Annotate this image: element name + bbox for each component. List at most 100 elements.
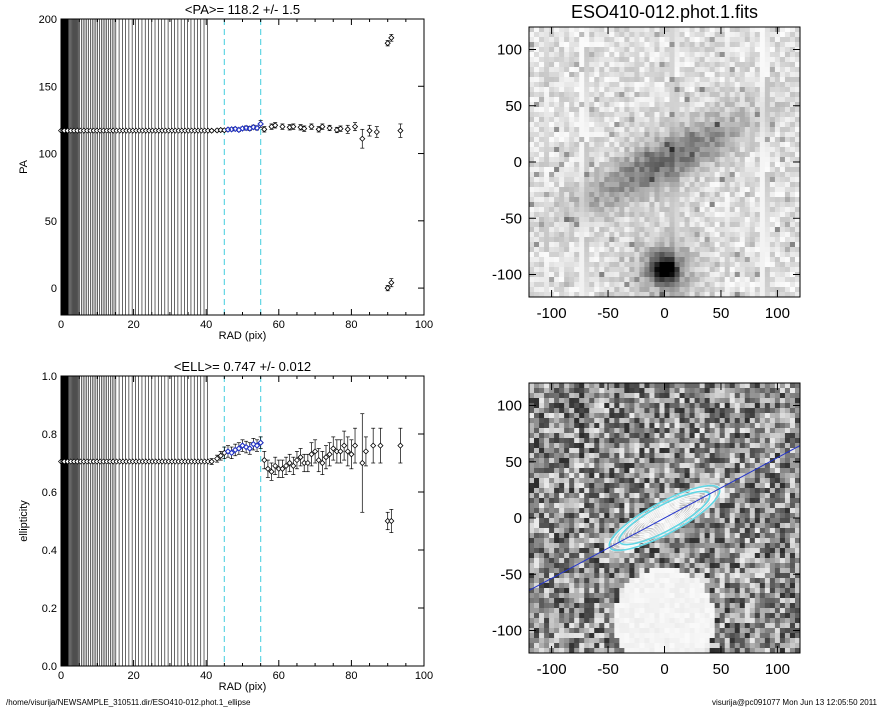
- pixel: [754, 52, 761, 58]
- pixel: [669, 388, 675, 394]
- pixel: [749, 252, 756, 258]
- pixel: [679, 102, 685, 108]
- pixel: [784, 483, 791, 489]
- galaxy-image: -100-100-50-50005050100100ESO410-012.pho…: [492, 2, 801, 322]
- pixel: [664, 237, 670, 243]
- pixel: [589, 418, 595, 424]
- pixel: [729, 498, 736, 504]
- pixel: [754, 37, 761, 43]
- pixel: [649, 393, 655, 399]
- pixel: [774, 137, 781, 143]
- pixel: [554, 147, 560, 153]
- pixel: [684, 77, 690, 83]
- pixel: [574, 498, 580, 504]
- pixel: [784, 177, 791, 183]
- pixel: [669, 62, 675, 68]
- pixel: [754, 147, 761, 153]
- pixel: [669, 448, 675, 454]
- pixel: [729, 207, 736, 213]
- pixel: [549, 398, 555, 404]
- pixel: [709, 262, 716, 268]
- pixel: [559, 242, 565, 248]
- pixel: [539, 77, 545, 83]
- pixel: [624, 107, 630, 113]
- y-tick-label: 150: [39, 81, 57, 93]
- pixel: [684, 202, 690, 208]
- pixel: [679, 167, 685, 173]
- pixel: [539, 142, 545, 148]
- pixel: [649, 463, 655, 469]
- pixel: [614, 227, 620, 233]
- pixel: [644, 418, 650, 424]
- pixel: [579, 453, 585, 459]
- pixel: [789, 72, 796, 78]
- pixel: [574, 112, 580, 118]
- pixel: [709, 92, 716, 98]
- pixel: [599, 453, 605, 459]
- pixel: [619, 438, 625, 444]
- pixel: [709, 67, 716, 73]
- pixel: [784, 147, 791, 153]
- pixel: [624, 488, 630, 494]
- pixel: [589, 152, 595, 158]
- pixel: [634, 207, 640, 213]
- pixel: [594, 478, 600, 484]
- pixel: [549, 453, 555, 459]
- pixel: [769, 187, 776, 193]
- pixel: [709, 398, 716, 404]
- pixel: [644, 483, 650, 489]
- pixel: [584, 177, 590, 183]
- pixel: [579, 463, 585, 469]
- pixel: [569, 217, 575, 223]
- pixel: [724, 62, 731, 68]
- pixel: [664, 162, 670, 168]
- pixel: [584, 132, 590, 138]
- pixel: [779, 383, 786, 389]
- pixel: [779, 172, 786, 178]
- pixel: [734, 72, 741, 78]
- pixel: [624, 383, 630, 389]
- pixel: [689, 197, 696, 203]
- pixel: [599, 498, 605, 504]
- pixel: [644, 468, 650, 474]
- pixel: [684, 72, 690, 78]
- y-tick-label: 0: [51, 283, 57, 295]
- pixel: [784, 117, 791, 123]
- pixel: [754, 448, 761, 454]
- pixel: [544, 202, 550, 208]
- pixel: [529, 247, 535, 253]
- pixel: [589, 82, 595, 88]
- pixel: [679, 227, 685, 233]
- pixel: [549, 67, 555, 73]
- pixel: [669, 453, 675, 459]
- pixel: [629, 107, 635, 113]
- pixel: [789, 478, 796, 484]
- pixel: [589, 287, 595, 293]
- pixel: [564, 167, 570, 173]
- pixel: [584, 398, 590, 404]
- pixel: [794, 247, 801, 253]
- pixel: [689, 52, 696, 58]
- pixel: [544, 92, 550, 98]
- pixel: [724, 137, 731, 143]
- pixel: [624, 97, 630, 103]
- pixel: [754, 247, 761, 253]
- pixel: [599, 162, 605, 168]
- pixel: [539, 177, 545, 183]
- pixel: [539, 252, 545, 258]
- pixel: [534, 52, 540, 58]
- pixel: [559, 177, 565, 183]
- pixel: [769, 77, 776, 83]
- pixel: [569, 72, 575, 78]
- pixel: [564, 102, 570, 108]
- pixel: [719, 212, 726, 218]
- pixel: [769, 147, 776, 153]
- pixel: [679, 252, 685, 258]
- pixel: [699, 242, 706, 248]
- pixel: [614, 393, 620, 399]
- pixel: [669, 393, 675, 399]
- pixel: [724, 32, 731, 38]
- pixel: [564, 197, 570, 203]
- pixel: [649, 207, 655, 213]
- pixel: [629, 488, 635, 494]
